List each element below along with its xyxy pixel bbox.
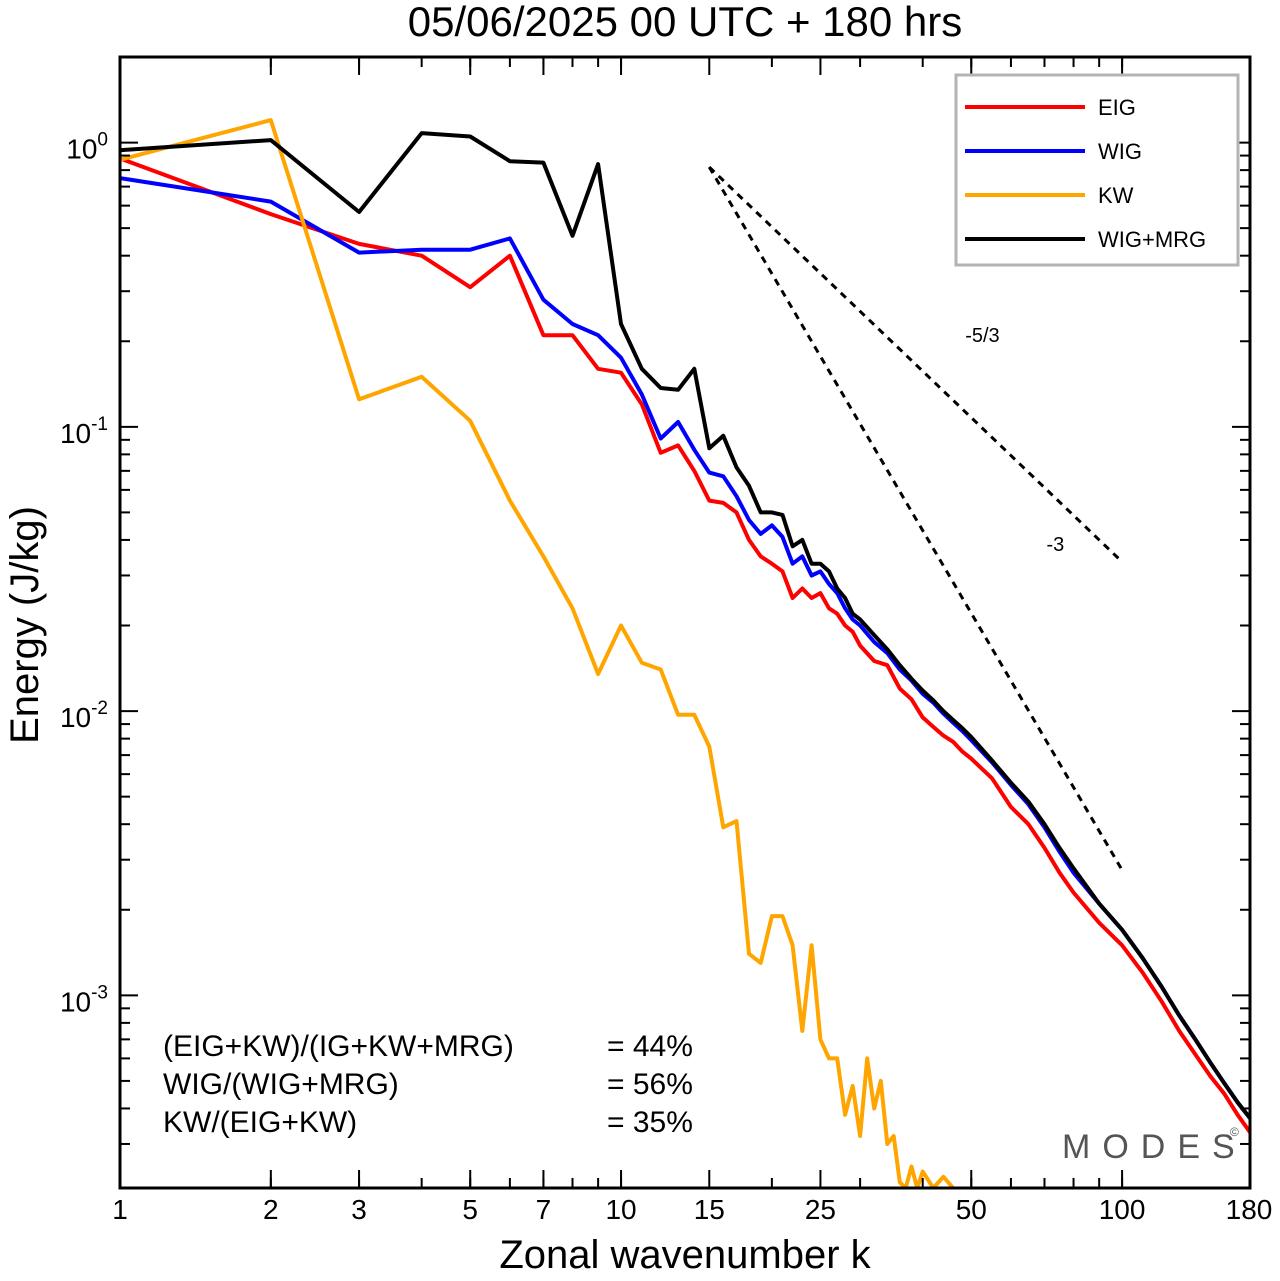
x-tick-label: 25: [805, 1194, 836, 1225]
x-tick-label: 15: [694, 1194, 725, 1225]
ratio-value: = 56%: [607, 1068, 693, 1101]
ratio-value: = 44%: [607, 1030, 693, 1063]
ratio-label: (EIG+KW)/(IG+KW+MRG): [163, 1030, 514, 1063]
legend-label-wig: WIG: [1098, 139, 1142, 164]
ratio-label: KW/(EIG+KW): [163, 1106, 357, 1139]
series-line-wig-mrg: [120, 131, 1250, 1120]
x-axis-title: Zonal wavenumber k: [499, 1233, 871, 1277]
reference-lines: -5/3 -3: [707, 165, 1124, 871]
series-line-wig: [120, 176, 1250, 1120]
x-tick-label: 50: [956, 1194, 987, 1225]
reference-line-label-minus-3: -3: [1047, 534, 1065, 556]
x-axis-ticks: 1 2 3 5 7 10 15 25 50 100 180: [112, 57, 1272, 1225]
y-axis-ticks: 100 10-1 10-2 10-3: [60, 56, 1250, 1145]
series-line-eig: [120, 156, 1250, 1134]
x-tick-label: 5: [462, 1194, 478, 1225]
y-tick-label: 100: [66, 130, 108, 165]
ratio-label: WIG/(WIG+MRG): [163, 1068, 399, 1101]
ratio-value: = 35%: [607, 1106, 693, 1139]
reference-line-label-minus-5-3: -5/3: [965, 325, 999, 347]
x-tick-label: 10: [605, 1194, 636, 1225]
brand-text: MODES: [1062, 1128, 1247, 1166]
x-tick-label: 180: [1226, 1194, 1273, 1225]
reference-line-slope-minus-5-3: [708, 165, 1124, 563]
x-tick-label: 7: [536, 1194, 552, 1225]
legend-label-kw: KW: [1098, 183, 1134, 208]
brand-copyright-mark: ©: [1230, 1125, 1239, 1139]
y-tick-label: 10-1: [60, 414, 108, 449]
reference-line-slope-minus-3: [707, 166, 1124, 871]
legend-label-eig: EIG: [1098, 95, 1136, 120]
series-layer: [120, 118, 1250, 1188]
ratio-annotations: (EIG+KW)/(IG+KW+MRG) = 44% WIG/(WIG+MRG) = …: [163, 1030, 693, 1139]
plot-area: -5/3 -3: [118, 55, 1252, 1190]
chart-title: 05/06/2025 00 UTC + 180 hrs: [408, 0, 963, 45]
y-tick-label: 10-2: [60, 698, 108, 733]
y-tick-label: 10-3: [60, 982, 108, 1017]
y-axis-title: Energy (J/kg): [3, 506, 47, 744]
x-tick-label: 1: [112, 1194, 128, 1225]
modes-brand: MODES ©: [1062, 1125, 1247, 1166]
legend: EIG WIG KW WIG+MRG: [954, 73, 1240, 267]
plot-frame: [118, 55, 1252, 1190]
legend-label-wig-mrg: WIG+MRG: [1098, 227, 1206, 252]
series-line-kw: [120, 118, 955, 1188]
x-tick-label: 100: [1099, 1194, 1146, 1225]
x-tick-label: 2: [263, 1194, 279, 1225]
x-tick-label: 3: [351, 1194, 367, 1225]
